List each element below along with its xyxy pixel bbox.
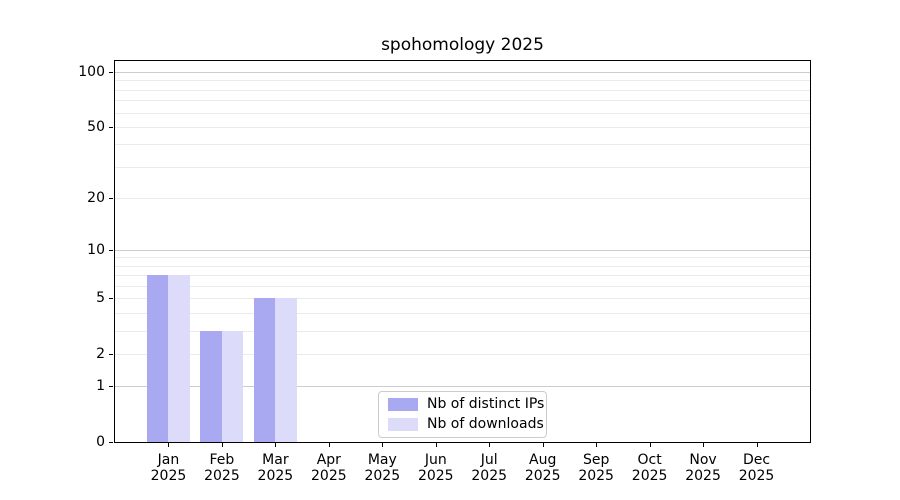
x-tick — [168, 443, 170, 447]
x-tick-label: Jan 2025 — [150, 452, 187, 484]
y-tick — [109, 72, 113, 74]
legend-swatch-downloads-icon — [388, 417, 418, 431]
x-tick — [703, 443, 705, 447]
legend-label-downloads: Nb of downloads — [427, 415, 544, 432]
x-tick-label: Jun 2025 — [417, 452, 454, 484]
x-tick-label: Sep 2025 — [578, 452, 614, 484]
minor-gridline — [115, 275, 810, 277]
y-tick — [109, 126, 113, 128]
minor-gridline — [115, 166, 810, 168]
x-tick — [328, 443, 330, 447]
x-tick-label: Mar 2025 — [257, 452, 294, 484]
minor-gridline — [115, 353, 810, 355]
minor-gridline — [115, 80, 810, 82]
x-tick-label: Aug 2025 — [524, 452, 561, 484]
minor-gridline — [115, 265, 810, 267]
legend-label-distinct-ips: Nb of distinct IPs — [427, 396, 545, 413]
legend-swatch-distinct-ips-icon — [388, 398, 418, 412]
bar-downloads — [168, 275, 190, 442]
y-tick-label: 10 — [87, 241, 105, 258]
major-gridline — [115, 72, 810, 74]
minor-gridline — [115, 112, 810, 114]
minor-gridline — [115, 257, 810, 259]
x-tick — [596, 443, 598, 447]
legend: Nb of distinct IPs Nb of downloads — [378, 391, 547, 438]
bar-downloads — [275, 298, 297, 442]
y-tick-label: 0 — [96, 434, 105, 450]
chart-title: spohomology 2025 — [381, 35, 544, 55]
y-tick — [109, 386, 113, 388]
bar-downloads — [221, 330, 244, 442]
y-tick — [109, 298, 113, 300]
x-tick-label: Oct 2025 — [631, 452, 668, 484]
x-tick — [382, 443, 384, 447]
minor-gridline — [115, 298, 810, 300]
minor-gridline — [115, 197, 810, 199]
x-tick — [542, 443, 544, 447]
x-tick-label: Jul 2025 — [471, 452, 508, 484]
x-tick-label: Nov 2025 — [685, 452, 721, 484]
bar-distinct-ips — [146, 275, 169, 442]
x-tick — [275, 443, 277, 447]
y-tick — [109, 442, 113, 443]
x-tick — [435, 443, 437, 447]
minor-gridline — [115, 286, 810, 288]
y-tick-label: 100 — [78, 64, 105, 81]
y-tick-label: 50 — [87, 118, 105, 135]
x-tick — [649, 443, 651, 447]
minor-gridline — [115, 144, 810, 146]
x-tick-label: May 2025 — [364, 452, 401, 484]
x-tick-label: Apr 2025 — [311, 452, 347, 484]
minor-gridline — [115, 313, 810, 314]
minor-gridline — [115, 126, 810, 128]
y-tick-label: 2 — [96, 345, 105, 362]
minor-gridline — [115, 100, 810, 102]
major-gridline — [115, 249, 810, 251]
x-tick — [756, 443, 758, 447]
legend-item-distinct-ips: Nb of distinct IPs — [388, 396, 544, 413]
minor-gridline — [115, 330, 810, 332]
plot-area — [114, 60, 811, 443]
x-tick-label: Feb 2025 — [204, 452, 240, 484]
y-tick — [109, 197, 113, 199]
major-gridline — [115, 386, 810, 388]
legend-item-downloads: Nb of downloads — [388, 416, 544, 433]
y-tick — [109, 353, 113, 355]
y-tick-label: 1 — [96, 378, 105, 395]
minor-gridline — [115, 89, 810, 91]
x-tick-label: Dec 2025 — [738, 452, 775, 484]
bar-distinct-ips — [253, 298, 276, 442]
y-tick — [109, 249, 113, 251]
y-tick-label: 20 — [87, 189, 105, 206]
y-tick-label: 5 — [96, 290, 105, 307]
x-tick — [221, 443, 223, 447]
x-tick — [489, 443, 491, 447]
bar-distinct-ips — [200, 330, 222, 442]
